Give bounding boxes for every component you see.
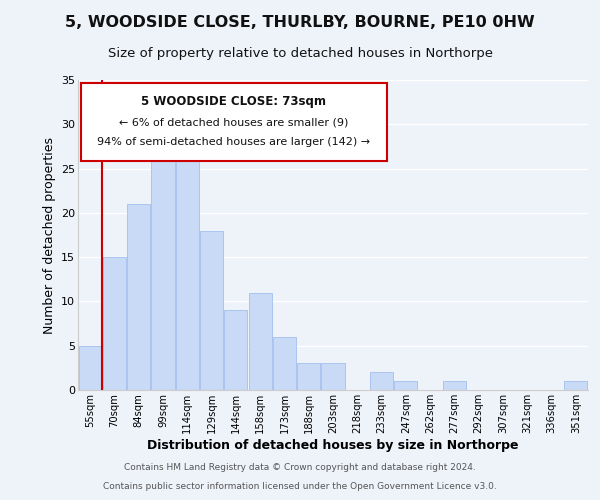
Bar [370,372,393,390]
Bar [565,381,587,390]
Text: 94% of semi-detached houses are larger (142) →: 94% of semi-detached houses are larger (… [97,138,370,147]
Bar [176,142,199,390]
Bar [127,204,150,390]
Bar [273,337,296,390]
FancyBboxPatch shape [80,83,386,160]
Text: Contains HM Land Registry data © Crown copyright and database right 2024.: Contains HM Land Registry data © Crown c… [124,464,476,472]
Bar [297,364,320,390]
Bar [322,364,344,390]
Text: Size of property relative to detached houses in Northorpe: Size of property relative to detached ho… [107,48,493,60]
Text: 5 WOODSIDE CLOSE: 73sqm: 5 WOODSIDE CLOSE: 73sqm [141,96,326,108]
Bar [248,292,272,390]
Bar [443,381,466,390]
Text: ← 6% of detached houses are smaller (9): ← 6% of detached houses are smaller (9) [119,117,348,127]
Bar [103,257,126,390]
Text: Contains public sector information licensed under the Open Government Licence v3: Contains public sector information licen… [103,482,497,491]
Bar [224,310,247,390]
Text: 5, WOODSIDE CLOSE, THURLBY, BOURNE, PE10 0HW: 5, WOODSIDE CLOSE, THURLBY, BOURNE, PE10… [65,15,535,30]
Bar [79,346,101,390]
Bar [151,151,175,390]
Y-axis label: Number of detached properties: Number of detached properties [43,136,56,334]
X-axis label: Distribution of detached houses by size in Northorpe: Distribution of detached houses by size … [147,438,519,452]
Bar [200,230,223,390]
Bar [394,381,418,390]
